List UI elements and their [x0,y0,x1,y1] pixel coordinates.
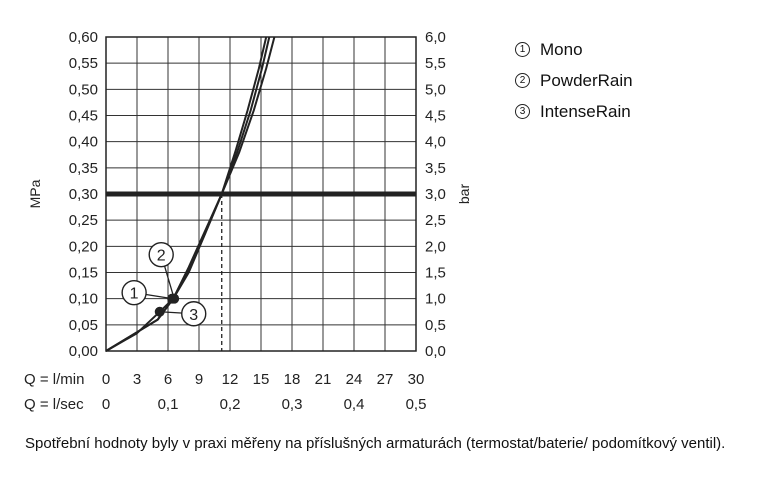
y-right-tick-label: 0,0 [425,343,446,360]
x-lsec-axis-label: Q = l/sec [24,396,84,413]
legend-label-powderrain: PowderRain [540,70,633,90]
y-left-tick-label: 0,20 [69,238,98,255]
y-right-tick-label: 3,5 [425,160,446,177]
y-right-tick-label: 5,5 [425,55,446,72]
y-left-tick-label: 0,00 [69,343,98,360]
y-right-tick-label: 5,0 [425,81,446,98]
series-line-2 [105,36,271,352]
y-left-tick-label: 0,35 [69,160,98,177]
legend: 1 Mono 2 PowderRain 3 IntenseRain [515,34,633,127]
plot-frame [105,36,417,352]
y-left-tick-label: 0,55 [69,55,98,72]
y-right-tick-label: 2,0 [425,238,446,255]
x-lsec-tick-label: 0,3 [282,396,303,413]
flow-pressure-chart: 0,00 0,00,05 0,50,10 1,00,15 1,50,20 2,00,25 2… [24,29,472,413]
x-lmin-tick-label: 24 [346,371,363,388]
callout-circle-3 [181,301,207,327]
y-right-axis-label: bar [456,184,472,205]
x-lmin-tick-label: 21 [315,371,332,388]
y-left-tick-label: 0,30 [69,186,98,203]
x-lsec-tick-label: 0,2 [220,396,241,413]
data-point-2 [169,293,180,304]
x-lsec-tick-label: 0,1 [158,396,179,413]
y-left-tick-label: 0,25 [69,212,98,229]
legend-item-mono: 1 Mono [515,34,633,65]
legend-marker-3: 3 [515,104,530,119]
y-right-tick-label: 0,5 [425,317,446,334]
legend-marker-1: 1 [515,42,530,57]
x-lsec-tick-label: 0,5 [406,396,427,413]
y-left-tick-label: 0,15 [69,265,98,282]
y-right-tick-label: 4,0 [425,134,446,151]
y-left-tick-label: 0,45 [69,108,98,125]
legend-marker-2: 2 [515,73,530,88]
callout-number-1: 1 [130,286,139,303]
y-left-tick-label: 0,05 [69,317,98,334]
callout-number-2: 2 [157,248,166,265]
x-lmin-tick-label: 3 [133,371,141,388]
x-lsec-tick-label: 0 [102,396,110,413]
x-lmin-tick-label: 15 [253,371,270,388]
callout-circle-1 [121,279,147,306]
x-lmin-tick-label: 12 [222,371,239,388]
y-right-tick-label: 4,5 [425,108,446,125]
y-left-tick-label: 0,40 [69,134,98,151]
callout-circle-2 [148,241,174,268]
x-lmin-tick-label: 0 [102,371,110,388]
y-left-axis-label: MPa [27,179,43,208]
y-right-tick-label: 1,0 [425,291,446,308]
y-right-tick-label: 6,0 [425,29,446,46]
legend-item-intenserain: 3 IntenseRain [515,96,633,127]
callout-number-3: 3 [189,307,198,324]
y-right-tick-label: 1,5 [425,265,446,282]
x-lmin-tick-label: 6 [164,371,172,388]
data-point-3 [154,306,165,317]
y-left-tick-label: 0,10 [69,291,98,308]
y-left-tick-label: 0,60 [69,29,98,46]
y-left-tick-label: 0,50 [69,81,98,98]
legend-item-powderrain: 2 PowderRain [515,65,633,96]
series-line-3 [105,36,276,352]
x-lmin-tick-label: 9 [195,371,203,388]
y-right-tick-label: 3,0 [425,186,446,203]
x-lmin-tick-label: 30 [408,371,425,388]
x-lmin-tick-label: 18 [284,371,301,388]
x-lsec-tick-label: 0,4 [344,396,365,413]
x-lmin-axis-label: Q = l/min [24,371,84,388]
legend-label-intenserain: IntenseRain [540,101,631,121]
y-right-tick-label: 2,5 [425,212,446,229]
legend-label-mono: Mono [540,39,583,59]
caption: Spotřební hodnoty byly v praxi měřeny na… [25,435,726,452]
x-lmin-tick-label: 27 [377,371,394,388]
